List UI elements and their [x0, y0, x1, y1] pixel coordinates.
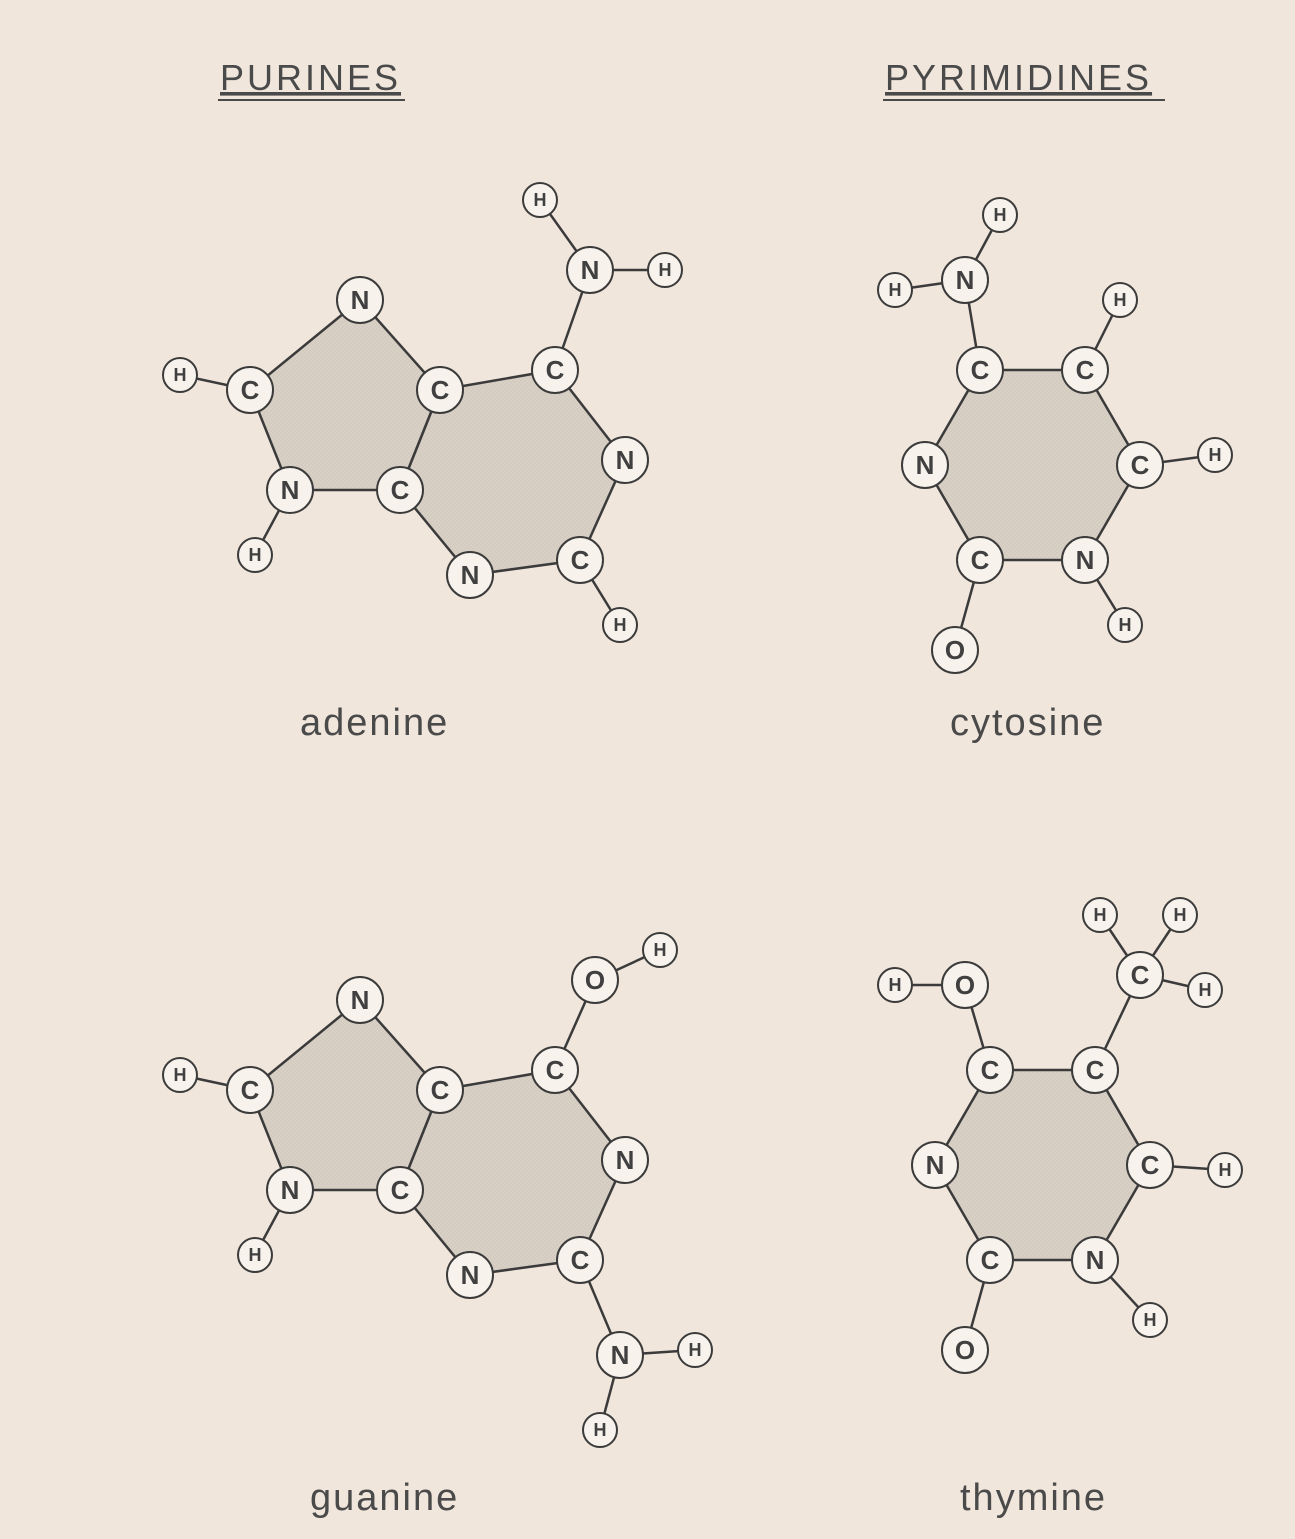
- atom-label: H: [1199, 980, 1212, 1000]
- caption-adenine: adenine: [300, 702, 449, 744]
- chem-diagram: PURINES PYRIMIDINES N C C N C C N C N N H H H H H N C C N…: [0, 0, 1295, 1539]
- caption-thymine: thymine: [960, 1477, 1107, 1519]
- atom-label: H: [249, 545, 262, 565]
- atom-label: N: [461, 560, 480, 590]
- atom-label: N: [616, 1145, 635, 1175]
- atom-label: C: [241, 1075, 260, 1105]
- atom-label: C: [391, 1175, 410, 1205]
- atom-label: C: [971, 355, 990, 385]
- atom-label: H: [1119, 615, 1132, 635]
- atom-label: O: [955, 1335, 975, 1365]
- atom-label: H: [654, 940, 667, 960]
- atom-label: C: [1131, 450, 1150, 480]
- atom-label: C: [241, 375, 260, 405]
- atom-label: C: [546, 355, 565, 385]
- caption-cytosine: cytosine: [950, 702, 1105, 744]
- atom-label: H: [1144, 1310, 1157, 1330]
- atom-label: H: [534, 190, 547, 210]
- atom-label: C: [546, 1055, 565, 1085]
- atom-label: H: [994, 205, 1007, 225]
- atom-label: C: [971, 545, 990, 575]
- page-background: [0, 0, 1295, 1539]
- atom-label: O: [585, 965, 605, 995]
- atom-label: N: [616, 445, 635, 475]
- atom-label: O: [955, 970, 975, 1000]
- atom-label: H: [889, 280, 902, 300]
- atom-label: N: [926, 1150, 945, 1180]
- atom-label: N: [281, 1175, 300, 1205]
- atom-label: C: [1141, 1150, 1160, 1180]
- atom-label: N: [351, 985, 370, 1015]
- atom-label: C: [981, 1055, 1000, 1085]
- atom-label: N: [351, 285, 370, 315]
- atom-label: H: [689, 1340, 702, 1360]
- atom-label: N: [581, 255, 600, 285]
- atom-label: N: [281, 475, 300, 505]
- caption-guanine: guanine: [310, 1477, 459, 1519]
- atom-label: H: [249, 1245, 262, 1265]
- atom-label: N: [461, 1260, 480, 1290]
- atom-label: C: [981, 1245, 1000, 1275]
- atom-label: N: [1086, 1245, 1105, 1275]
- atom-label: C: [431, 375, 450, 405]
- atom-label: H: [1114, 290, 1127, 310]
- atom-label: H: [174, 1065, 187, 1085]
- atom-label: H: [1219, 1160, 1232, 1180]
- atom-label: C: [1076, 355, 1095, 385]
- atom-label: N: [611, 1340, 630, 1370]
- atom-label: C: [1086, 1055, 1105, 1085]
- header-pyrimidines: PYRIMIDINES: [885, 57, 1152, 98]
- atom-label: H: [1209, 445, 1222, 465]
- atom-label: C: [571, 545, 590, 575]
- atom-label: C: [571, 1245, 590, 1275]
- atom-label: O: [945, 635, 965, 665]
- atom-label: H: [1094, 905, 1107, 925]
- atom-label: H: [1174, 905, 1187, 925]
- atom-label: N: [1076, 545, 1095, 575]
- header-purines: PURINES: [220, 57, 401, 98]
- atom-label: N: [916, 450, 935, 480]
- atom-label: C: [1131, 960, 1150, 990]
- atom-label: H: [174, 365, 187, 385]
- atom-label: C: [431, 1075, 450, 1105]
- atom-label: N: [956, 265, 975, 295]
- atom-label: H: [614, 615, 627, 635]
- atom-label: H: [594, 1420, 607, 1440]
- atom-label: H: [889, 975, 902, 995]
- atom-label: C: [391, 475, 410, 505]
- atom-label: H: [659, 260, 672, 280]
